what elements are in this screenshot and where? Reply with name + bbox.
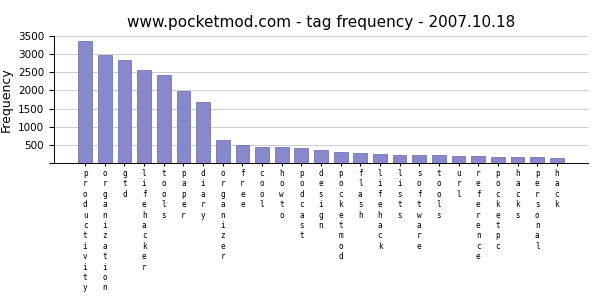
Bar [157,75,170,163]
Bar [491,157,505,163]
Bar [98,55,112,163]
Bar [196,102,210,163]
Bar [511,157,524,163]
Bar [137,70,151,163]
Bar [412,155,426,163]
Title: www.pocketmod.com - tag frequency - 2007.10.18: www.pocketmod.com - tag frequency - 2007… [127,15,515,30]
Bar [353,153,367,163]
Bar [550,158,564,163]
Bar [314,150,328,163]
Bar [530,157,544,163]
Bar [393,155,406,163]
Bar [275,147,289,163]
Bar [118,60,131,163]
Bar [78,41,92,163]
Bar [236,145,249,163]
Bar [255,147,269,163]
Y-axis label: Frequency: Frequency [0,67,13,132]
Bar [334,152,347,163]
Bar [176,91,190,163]
Bar [216,140,230,163]
Bar [452,156,466,163]
Bar [432,155,446,163]
Bar [373,154,387,163]
Bar [295,148,308,163]
Bar [472,156,485,163]
